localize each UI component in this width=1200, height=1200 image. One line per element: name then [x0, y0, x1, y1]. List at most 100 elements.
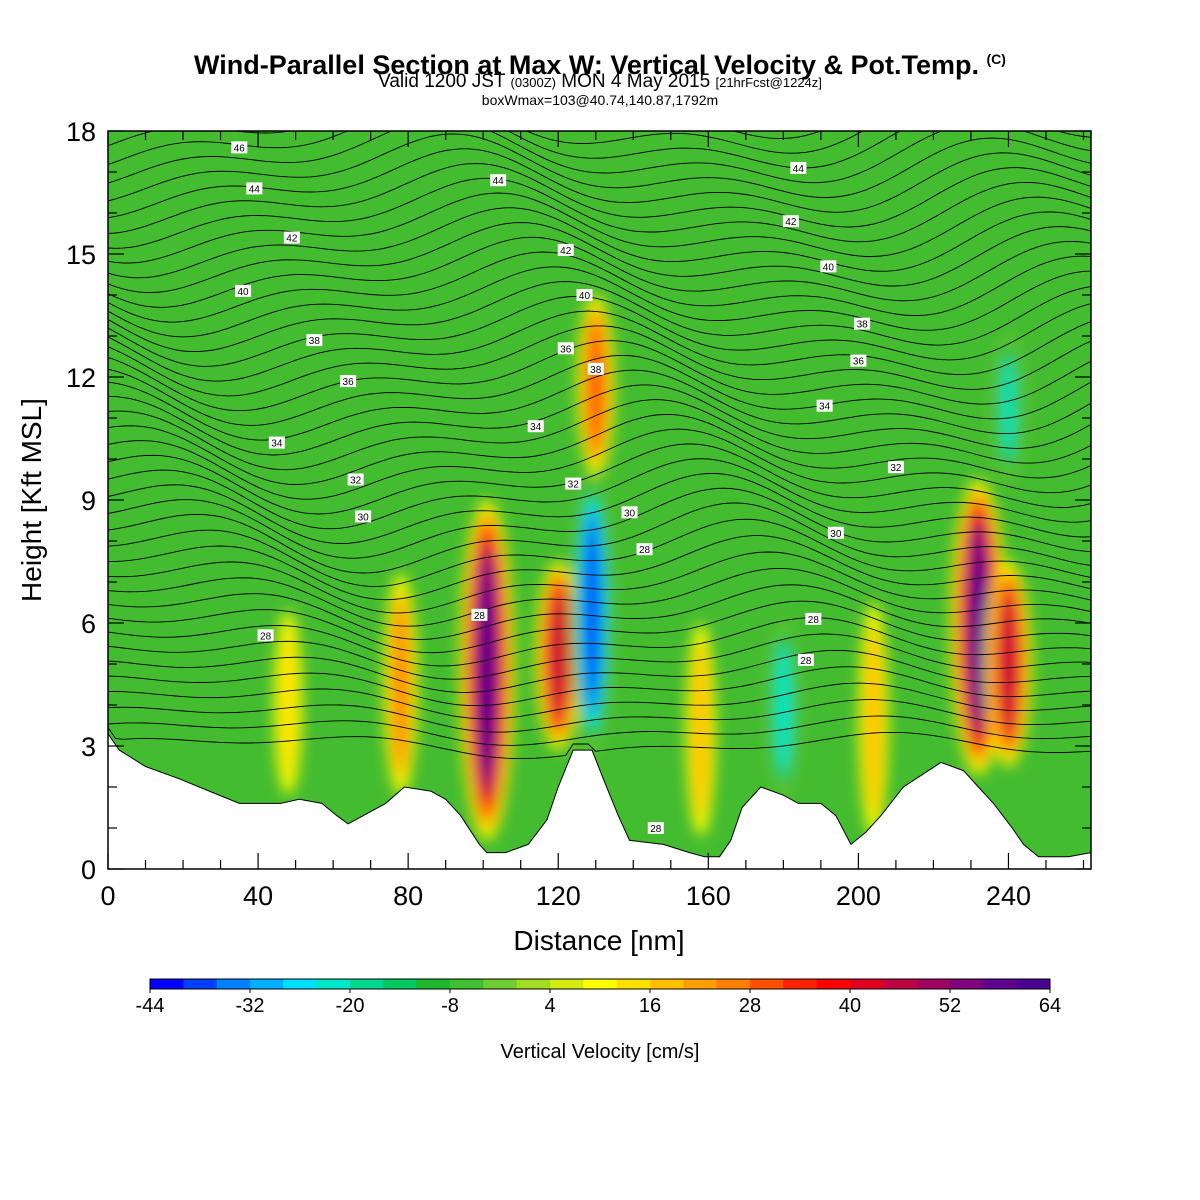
theta-label-text: 44 [793, 164, 805, 175]
colorbar-swatch [850, 979, 884, 989]
y-tick-label: 6 [81, 609, 96, 639]
x-tick-label: 160 [686, 881, 731, 911]
y-tick-label: 12 [66, 363, 96, 393]
colorbar-swatch [383, 979, 418, 989]
theta-contour-line [108, 133, 1091, 202]
theta-label: 32 [887, 461, 904, 474]
colorbar-tick-label: 28 [739, 995, 761, 1017]
theta-label: 28 [797, 653, 814, 667]
theta-label: 34 [527, 420, 544, 433]
axis-ticks [107, 130, 1091, 870]
theta-contour-line [108, 633, 1091, 680]
theta-label: 30 [355, 510, 372, 523]
theta-label-text: 38 [309, 336, 321, 347]
theta-contour-line [108, 251, 1091, 323]
box-wmax-info: boxWmax=103@40.74,140.87,1792m [481, 92, 719, 108]
theta-contour-line [108, 715, 1091, 746]
theta-label: 28 [471, 608, 488, 622]
theta-label: 34 [268, 436, 285, 450]
theta-contour-line [108, 310, 1091, 382]
theta-contour-line [108, 340, 1091, 412]
theta-label-text: 42 [785, 217, 797, 228]
colorbar-swatch [616, 979, 651, 989]
theta-contour-line [108, 222, 1091, 293]
theta-label-text: 36 [853, 357, 865, 368]
colorbar-swatch [1016, 979, 1051, 989]
theta-label-text: 34 [530, 422, 542, 433]
colorbar-swatch [683, 979, 718, 989]
theta-label: 40 [235, 284, 252, 298]
velocity-cell [552, 593, 564, 718]
theta-label-text: 28 [639, 545, 651, 556]
theta-label-text: 36 [343, 377, 355, 388]
theta-contours [108, 45, 1091, 760]
theta-contour-line [108, 535, 1091, 601]
y-tick-label: 18 [66, 117, 96, 147]
theta-contour-line [108, 682, 1091, 720]
theta-label: 32 [347, 473, 364, 487]
colorbar-swatch [283, 979, 318, 989]
y-tick-label: 15 [66, 240, 96, 270]
theta-label-text: 40 [823, 262, 835, 273]
theta-label-text: 28 [260, 631, 272, 642]
x-tick-labels: 0 40 80 120 160 200 240 [100, 881, 1031, 911]
theta-label: 38 [854, 317, 871, 331]
x-tick-label: 120 [536, 881, 581, 911]
colorbar: -44 -32 -20 -8 4 16 28 40 52 64 [136, 978, 1061, 1017]
theta-contour-line [108, 567, 1091, 627]
velocity-cell [1002, 357, 1015, 459]
theta-label: 34 [816, 399, 833, 413]
chart-title: Wind-Parallel Section at Max W: Vertical… [194, 50, 1006, 80]
y-tick-label: 9 [81, 486, 96, 516]
theta-label-text: 28 [800, 656, 812, 667]
colorbar-swatch [983, 979, 1018, 989]
theta-contour-line [108, 443, 1091, 515]
colorbar-swatch [350, 979, 384, 989]
theta-label: 36 [850, 354, 867, 368]
theta-contour-line [108, 384, 1091, 456]
theta-label-text: 28 [808, 615, 820, 626]
theta-label-text: 44 [493, 176, 505, 187]
theta-label: 30 [827, 526, 844, 540]
theta-contour-line [108, 325, 1091, 397]
theta-contour-line [108, 60, 1091, 123]
colorbar-swatch [783, 979, 818, 989]
theta-contour-line [108, 192, 1091, 264]
theta-label: 36 [340, 375, 357, 388]
theta-contour-line [108, 131, 1091, 184]
theta-contour-line [108, 399, 1091, 471]
colorbar-tick-label: -44 [136, 995, 165, 1017]
theta-label-text: 42 [286, 234, 298, 245]
colorbar-tick-label: 52 [939, 995, 961, 1017]
theta-label-text: 44 [249, 184, 261, 195]
colorbar-swatch [816, 979, 851, 989]
theta-label-text: 40 [238, 287, 250, 298]
colorbar-swatch [716, 979, 751, 989]
theta-label: 32 [565, 477, 582, 491]
theta-label: 40 [820, 260, 837, 273]
velocity-field [274, 295, 1032, 841]
theta-label-text: 30 [624, 508, 636, 519]
colorbar-swatch [316, 979, 351, 989]
y-tick-label: 3 [81, 732, 96, 762]
theta-contour-line [108, 45, 1091, 109]
theta-contour-line [108, 649, 1091, 693]
theta-label-text: 28 [474, 611, 486, 622]
theta-label: 40 [576, 289, 593, 302]
theta-contour-line [108, 584, 1091, 640]
plot-area: 46 44 42 40 38 36 34 32 30 28 28 44 42 40 36 38 34 32 30 28… [108, 45, 1091, 869]
velocity-cell [973, 533, 984, 721]
theta-label-text: 38 [590, 365, 602, 376]
theta-label: 44 [490, 174, 507, 187]
colorbar-swatch [450, 979, 484, 989]
x-tick-label: 80 [393, 881, 423, 911]
theta-contour-line [108, 551, 1091, 614]
theta-contour-line [108, 666, 1091, 707]
theta-contour-line [108, 295, 1091, 367]
theta-label-text: 32 [568, 480, 580, 491]
theta-contour-line [108, 236, 1091, 308]
theta-contour-line [108, 354, 1091, 426]
theta-contour-line [108, 207, 1091, 279]
theta-label: 44 [246, 182, 263, 195]
